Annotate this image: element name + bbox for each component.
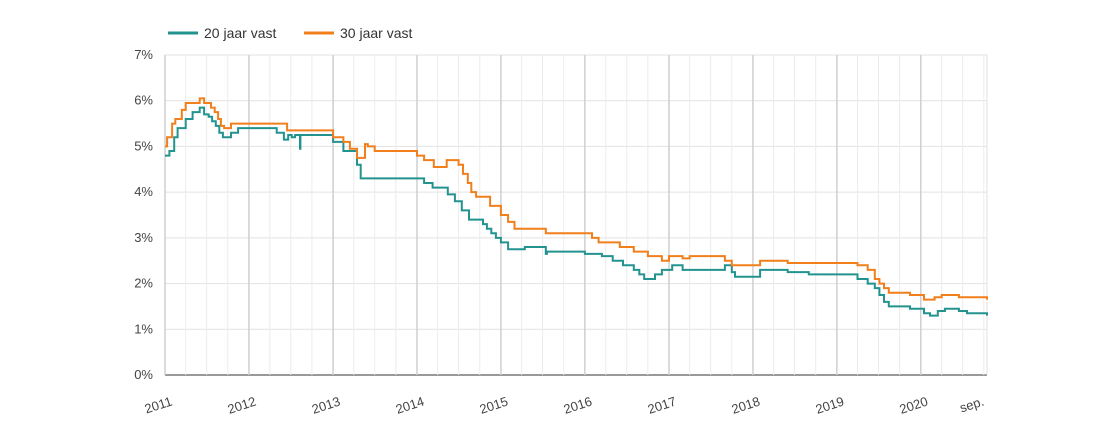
legend-label: 20 jaar vast — [204, 25, 276, 41]
x-tick-label: 2019 — [814, 394, 846, 417]
x-tick-label: 2017 — [646, 394, 678, 417]
x-tick-label: 2020 — [898, 394, 930, 417]
x-tick-label: 2018 — [730, 394, 762, 417]
x-tick-label: sep. — [958, 394, 986, 416]
chart-grid — [164, 54, 988, 376]
y-tick-label: 7% — [134, 47, 153, 62]
legend-label: 30 jaar vast — [340, 25, 412, 41]
x-tick-label: 2013 — [310, 394, 342, 417]
x-tick-label: 2015 — [478, 394, 510, 417]
y-tick-label: 0% — [134, 367, 153, 382]
series-line-20-jaar — [165, 106, 988, 317]
chart-axes: 0% 1% 2% 3% 4% 5% 6% 7% 2011 2012 2013 2014 2015 2016… — [134, 47, 986, 417]
y-tick-label: 6% — [134, 93, 153, 108]
y-tick-label: 1% — [134, 321, 153, 336]
x-tick-label: 2012 — [226, 394, 258, 417]
x-tick-label: 2016 — [562, 394, 594, 417]
chart-series — [165, 97, 988, 317]
x-tick-label: 2014 — [394, 394, 426, 417]
chart-legend: 20 jaar vast 30 jaar vast — [168, 25, 412, 41]
y-tick-label: 5% — [134, 138, 153, 153]
y-tick-label: 2% — [134, 276, 153, 291]
y-tick-label: 3% — [134, 230, 153, 245]
series-line-30-jaar — [165, 97, 988, 301]
x-tick-label: 2011 — [143, 394, 174, 417]
y-tick-label: 4% — [134, 184, 153, 199]
